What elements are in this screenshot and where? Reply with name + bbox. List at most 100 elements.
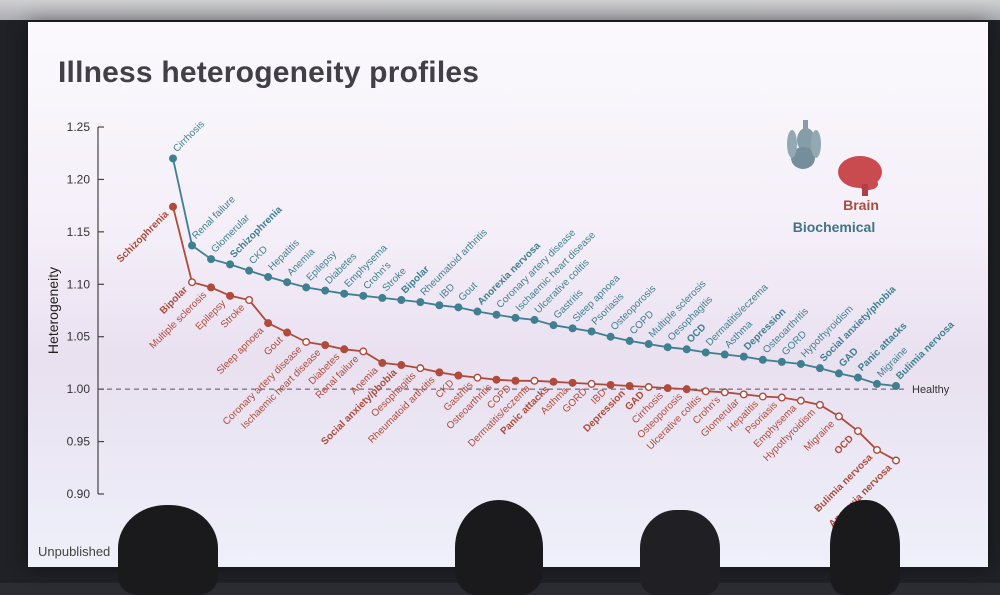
data-point	[739, 390, 748, 399]
data-point	[606, 380, 615, 389]
point-label: Gout	[262, 335, 285, 358]
data-point	[777, 357, 786, 366]
y-tick-label: 0.90	[67, 487, 91, 501]
projector-ceiling	[0, 0, 1000, 22]
data-point	[397, 296, 406, 305]
data-point	[758, 355, 767, 364]
data-point	[188, 241, 197, 250]
data-point	[530, 315, 539, 324]
data-point	[644, 340, 653, 349]
data-point	[777, 393, 786, 402]
data-point	[796, 359, 805, 368]
data-point	[682, 345, 691, 354]
data-point	[815, 364, 824, 373]
data-point	[340, 289, 349, 298]
data-point	[264, 319, 273, 328]
data-point	[701, 348, 710, 357]
brain-legend-icon	[838, 156, 882, 196]
data-point	[473, 307, 482, 316]
legend: Brain Biochemical	[787, 120, 882, 235]
audience-head-2	[455, 500, 543, 595]
data-point	[302, 283, 311, 292]
data-point	[892, 456, 901, 465]
data-point	[454, 371, 463, 380]
presentation-slide: Illness heterogeneity profiles 1.25 1.20 1…	[28, 22, 988, 567]
data-point	[739, 352, 748, 361]
legend-biochemical-label: Biochemical	[793, 219, 875, 235]
point-label: IBD	[438, 282, 458, 302]
data-point	[892, 381, 901, 390]
data-point	[549, 321, 558, 330]
data-point	[378, 358, 387, 367]
data-point	[606, 332, 615, 341]
data-point	[492, 375, 501, 384]
data-point	[321, 341, 330, 350]
legend-brain-label: Brain	[843, 197, 879, 213]
y-axis: 1.25 1.20 1.15 1.10 1.05 1.00 0.95 0.90 Heteroge…	[45, 120, 104, 501]
healthy-label: Healthy	[912, 384, 950, 396]
point-label: Cirrhosis	[171, 119, 207, 155]
data-point	[834, 369, 843, 378]
heterogeneity-line-chart: 1.25 1.20 1.15 1.10 1.05 1.00 0.95 0.90 Heteroge…	[45, 119, 957, 530]
data-point	[834, 412, 843, 421]
y-tick-label: 1.05	[67, 330, 91, 344]
data-point	[416, 298, 425, 307]
data-point	[416, 364, 425, 373]
data-point	[168, 202, 177, 211]
data-point	[701, 387, 710, 396]
data-point	[587, 327, 596, 336]
data-point	[359, 347, 368, 356]
y-tick-label: 1.10	[67, 277, 91, 291]
data-point	[549, 377, 558, 386]
data-point	[625, 381, 634, 390]
y-tick-label: 1.15	[67, 225, 91, 239]
data-point	[226, 291, 235, 300]
footer-note: Unpublished	[38, 544, 111, 559]
y-axis-label: Heterogeneity	[45, 267, 61, 354]
data-point	[853, 373, 862, 382]
data-point	[796, 396, 805, 405]
data-point	[302, 337, 311, 346]
data-point	[359, 291, 368, 300]
data-point	[492, 310, 501, 319]
data-point	[264, 272, 273, 281]
data-point	[226, 260, 235, 269]
data-point	[245, 296, 254, 305]
data-point	[435, 368, 444, 377]
audience-head-1	[118, 505, 218, 595]
data-point	[587, 379, 596, 388]
data-point	[473, 373, 482, 382]
data-point	[245, 266, 254, 275]
data-point	[340, 345, 349, 354]
data-point	[397, 361, 406, 370]
data-point	[530, 376, 539, 385]
data-point	[207, 255, 216, 264]
data-point	[682, 385, 691, 394]
data-point	[378, 293, 387, 302]
data-point	[720, 350, 729, 359]
point-label: CKD	[247, 244, 270, 267]
data-point	[853, 427, 862, 436]
point-label: OCD	[833, 433, 857, 457]
slide-title: Illness heterogeneity profiles	[58, 56, 480, 89]
y-tick-label: 1.20	[67, 172, 91, 186]
data-point	[758, 392, 767, 401]
data-point	[435, 301, 444, 310]
data-point	[283, 278, 292, 287]
data-point	[168, 154, 177, 163]
data-point	[511, 313, 520, 322]
data-point	[625, 336, 634, 345]
data-point	[207, 283, 216, 292]
data-point	[872, 379, 881, 388]
data-point	[568, 324, 577, 333]
y-tick-label: 1.25	[67, 120, 91, 134]
audience-head-3	[640, 510, 720, 595]
data-point	[283, 328, 292, 337]
data-point	[815, 400, 824, 409]
data-point	[872, 445, 881, 454]
data-point	[188, 278, 197, 287]
point-label: Schizophrenia	[115, 209, 171, 265]
data-point	[663, 384, 672, 393]
